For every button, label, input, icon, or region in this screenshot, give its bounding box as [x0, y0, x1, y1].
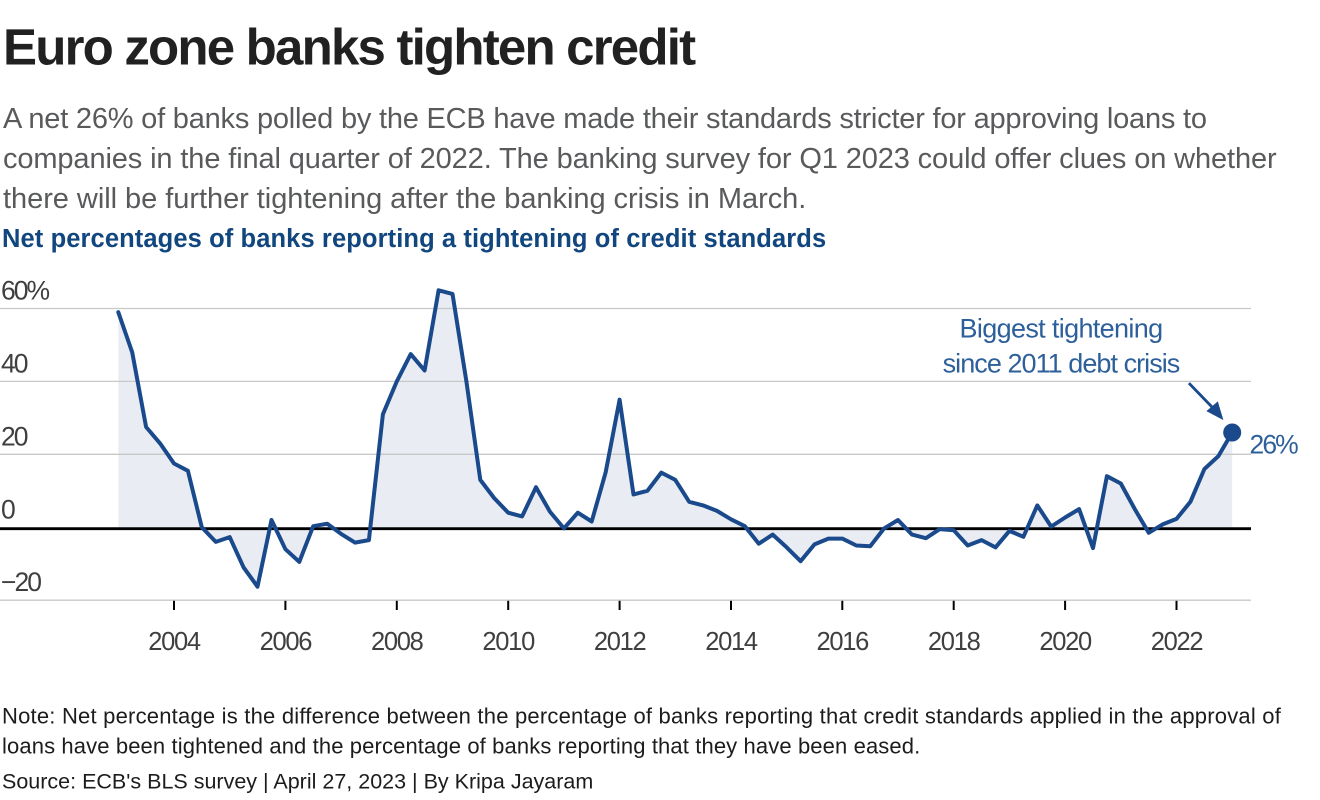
svg-text:2008: 2008 [371, 628, 424, 656]
svg-text:60%: 60% [1, 276, 49, 306]
svg-text:2006: 2006 [260, 628, 313, 656]
svg-text:Net percentages of banks repor: Net percentages of banks reporting a tig… [2, 225, 826, 253]
svg-text:2022: 2022 [1151, 628, 1203, 656]
svg-text:−20: −20 [1, 567, 41, 597]
svg-text:Biggest tightening: Biggest tightening [960, 314, 1163, 344]
svg-text:companies in the final quarter: companies in the final quarter of 2022. … [3, 143, 1277, 175]
svg-text:A net 26% of banks polled by t: A net 26% of banks polled by the ECB hav… [3, 103, 1207, 135]
svg-text:26%: 26% [1250, 430, 1299, 460]
svg-text:there will be further tighteni: there will be further tightening after t… [3, 183, 806, 215]
svg-text:2004: 2004 [148, 628, 201, 656]
svg-text:loans have been tightened and: loans have been tightened and the percen… [2, 734, 920, 759]
svg-text:2010: 2010 [482, 628, 535, 656]
svg-text:2016: 2016 [817, 628, 870, 656]
svg-text:2012: 2012 [594, 628, 646, 656]
svg-text:20: 20 [1, 421, 28, 451]
svg-text:since 2011 debt crisis: since 2011 debt crisis [943, 349, 1180, 379]
svg-text:2020: 2020 [1039, 628, 1092, 656]
svg-text:Source: ECB's BLS survey | Apr: Source: ECB's BLS survey | April 27, 202… [2, 770, 593, 794]
svg-text:40: 40 [1, 348, 28, 378]
svg-text:Note: Net percentage is the di: Note: Net percentage is the difference b… [2, 704, 1282, 729]
svg-text:0: 0 [1, 494, 15, 524]
svg-text:2018: 2018 [928, 628, 981, 656]
svg-text:2014: 2014 [705, 628, 758, 656]
svg-text:Euro zone banks tighten credit: Euro zone banks tighten credit [3, 19, 696, 76]
